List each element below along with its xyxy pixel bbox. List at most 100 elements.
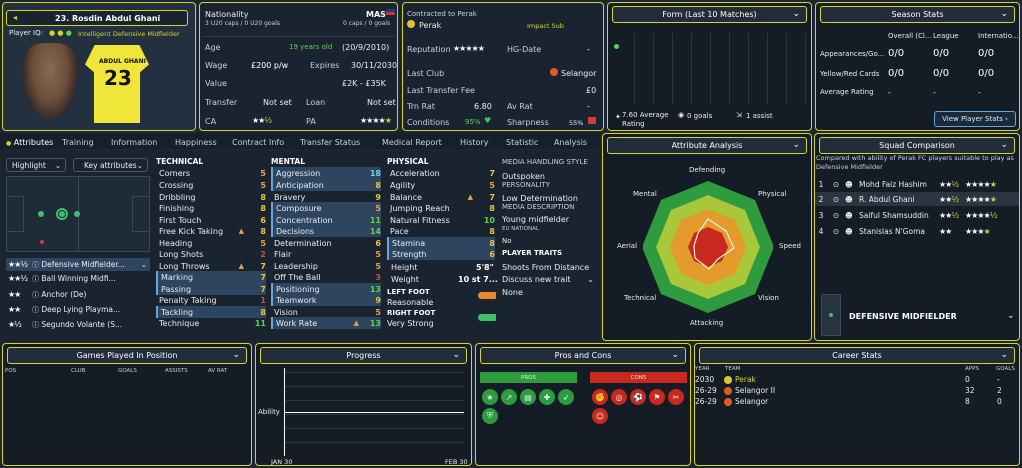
apps-league: 0/0 <box>933 48 950 59</box>
career-header[interactable]: Career Stats ⌄ <box>699 347 1015 364</box>
chevron-down-icon[interactable]: ⌄ <box>452 350 460 360</box>
collapse-icon[interactable]: ◂ <box>13 13 18 22</box>
label-vision: Vision <box>758 294 779 302</box>
discuss-trait-dropdown[interactable]: Discuss new trait ⌄ <box>502 275 594 284</box>
con-target-icon: ◎ <box>611 389 627 405</box>
role-row[interactable]: ★★½ ⓘ Defensive Midfielder... ⌄ <box>6 258 150 271</box>
position-dot <box>74 211 80 217</box>
iq-dots: ● ● ● <box>49 29 72 37</box>
attr-finishing: Finishing 8 <box>159 203 266 213</box>
assist-icon: ⇲ <box>736 111 742 119</box>
value-label: Value <box>205 79 227 88</box>
squad-row[interactable]: 4 ⊙ ☻ Stanislas N'Goma ★★ ★★★★ <box>818 226 991 236</box>
pro-chart-icon: ▤ <box>520 389 536 405</box>
tab-training[interactable]: Training <box>62 138 94 147</box>
cons-header: CONS <box>590 372 687 383</box>
form-header[interactable]: Form (Last 10 Matches) ⌄ <box>612 6 807 23</box>
chevron-down-icon[interactable]: ⌄ <box>1000 350 1008 360</box>
caps: 0 caps / 0 goals <box>343 20 391 27</box>
mini-pitch-dot <box>829 313 833 317</box>
proscons-title: Pros and Cons <box>554 351 612 360</box>
label-technical: Technical <box>624 294 657 302</box>
nationality-value: MAS <box>366 10 386 19</box>
tab-transfer-status[interactable]: Transfer Status <box>300 138 361 147</box>
games-header[interactable]: Games Played In Position ⌄ <box>7 347 247 364</box>
key-attributes-dropdown[interactable]: Key attributes ⌄ <box>73 158 148 172</box>
tab-information[interactable]: Information <box>111 138 158 147</box>
career-row[interactable]: 26-29 Selangor 8 0 <box>695 397 1002 406</box>
squad-comparison-panel: Squad Comparison ⌄ Compared with ability … <box>814 133 1020 341</box>
progress-x-start: JAN 30 <box>271 458 293 466</box>
rating-league: - <box>933 88 936 97</box>
tab-attributes[interactable]: ● Attributes <box>6 138 54 147</box>
u20-caps: 3 U20 caps / 0 U20 goals <box>205 20 281 27</box>
squad-row[interactable]: 3 ⊙ ☻ Saiful Shamsuddin ★★½ ★★★★½ <box>818 210 998 220</box>
proscons-header[interactable]: Pros and Cons ⌄ <box>480 347 686 364</box>
tab-happiness[interactable]: Happiness <box>175 138 217 147</box>
progress-header[interactable]: Progress ⌄ <box>260 347 467 364</box>
tab-medical-report[interactable]: Medical Report <box>382 138 442 147</box>
weight-label: Weight <box>391 275 419 284</box>
tab-history[interactable]: History <box>460 138 489 147</box>
pitch-box-right <box>132 196 150 232</box>
tab-contract-info[interactable]: Contract Info <box>232 138 285 147</box>
wage-value: £200 p/w <box>251 61 289 70</box>
right-foot-value: Very Strong <box>387 319 434 328</box>
ca-stars: ★★½ <box>252 116 272 125</box>
attr-positioning: Positioning 13 <box>271 283 381 295</box>
chevron-down-icon[interactable]: ⌄ <box>1000 9 1008 19</box>
season-header[interactable]: Season Stats ⌄ <box>820 6 1015 23</box>
con-pass-icon: ⚽ <box>630 389 646 405</box>
conditions-label: Conditions <box>407 118 450 127</box>
tab-statistic[interactable]: Statistic <box>506 138 539 147</box>
position-dot <box>59 211 65 217</box>
chevron-down-icon[interactable]: ⌄ <box>1000 140 1008 150</box>
chevron-down-icon[interactable]: ⌄ <box>792 9 800 19</box>
shirt-number: 23 <box>104 66 132 90</box>
con-header-icon: ☺ <box>592 408 608 424</box>
col-year: YEAR <box>695 366 710 372</box>
role-row[interactable]: ★★½ ⓘ Ball Winning Midfi... <box>8 274 116 283</box>
attr-tackling: Tackling 8 <box>156 306 266 318</box>
apps-overall: 0/0 <box>888 48 905 59</box>
height-label: Height <box>391 263 418 272</box>
apps-intl: 0/0 <box>978 48 995 59</box>
pa-stars: ★★★★★ <box>360 116 392 125</box>
physical-title: PHYSICAL <box>387 157 429 166</box>
squad-header[interactable]: Squad Comparison ⌄ <box>819 137 1015 154</box>
squad-row[interactable]: 2 ⊙ ☻ R. Abdul Ghani ★★½ ★★★★★ <box>815 192 1019 206</box>
attr-work-rate: Work Rate ▲ 13 <box>271 317 381 329</box>
squad-row[interactable]: 1 ⊙ ☻ Mohd Faiz Hashim ★★½ ★★★★★ <box>818 179 997 189</box>
player-profile-panel: ◂ 23. Rosdin Abdul Ghani Player IQ: ● ● … <box>2 2 196 131</box>
highlight-dropdown[interactable]: Highlight ⌄ <box>6 158 66 172</box>
label-aerial: Aerial <box>617 242 638 250</box>
form-assists: 1 assist <box>746 112 773 120</box>
attr-first-touch: First Touch 6 <box>159 215 266 225</box>
role-row[interactable]: ★★ ⓘ Deep Lying Playma... <box>8 305 121 314</box>
col-team: TEAM <box>725 366 741 372</box>
career-row[interactable]: 2030 Perak 0 - <box>695 375 1000 384</box>
attr-aggression: Aggression 18 <box>271 167 381 179</box>
view-player-stats-button[interactable]: View Player Stats › <box>934 111 1016 127</box>
career-row[interactable]: 26-29 Selangor II 32 2 <box>695 386 1002 395</box>
last-club-label: Last Club <box>407 69 445 78</box>
expires-label: Expires <box>310 61 340 70</box>
player-role: Intelligent Defensive Midfielder <box>78 30 180 38</box>
chevron-down-icon[interactable]: ⌄ <box>792 140 800 150</box>
pro-star-icon: ★ <box>482 389 498 405</box>
goals-icon: ◉ <box>678 111 685 119</box>
form-panel: Form (Last 10 Matches) ⌄ ✦ 7.60 Average R… <box>607 2 812 131</box>
chevron-down-icon[interactable]: ⌄ <box>232 350 240 360</box>
sharpness-label: Sharpness <box>507 118 549 127</box>
role-row[interactable]: ★★ ⓘ Anchor (De) <box>8 290 87 299</box>
chevron-down-icon[interactable]: ⌄ <box>1007 311 1015 321</box>
analysis-header[interactable]: Attribute Analysis ⌄ <box>607 137 807 154</box>
rating-icon: ✦ <box>615 113 621 121</box>
tab-analysis[interactable]: Analysis <box>554 138 587 147</box>
transfer-label: Transfer <box>205 98 238 107</box>
media-desc-label: MEDIA DESCRIPTION <box>502 203 575 211</box>
pitch-box-left <box>6 196 24 232</box>
trait-1: Shoots From Distance <box>502 263 590 272</box>
chevron-down-icon[interactable]: ⌄ <box>671 350 679 360</box>
role-row[interactable]: ★½ ⓘ Segundo Volante (S... <box>8 320 123 329</box>
